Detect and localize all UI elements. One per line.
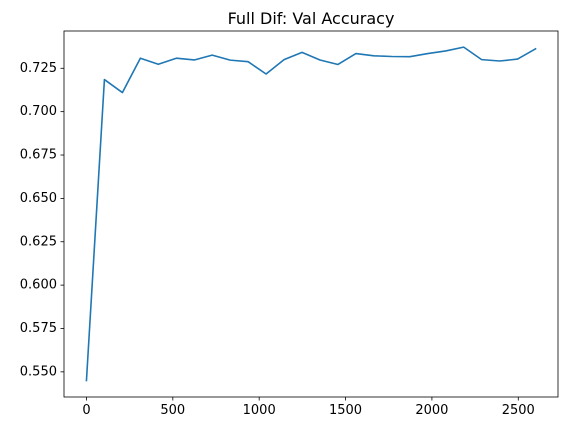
y-tick-label: 0.700 xyxy=(20,104,57,119)
x-tick-label: 1000 xyxy=(243,403,276,418)
x-tick-label: 500 xyxy=(160,403,185,418)
y-axis: 0.550 0.575 0.600 0.625 0.650 0.675 0.700 0.725 xyxy=(20,61,64,379)
y-tick-label: 0.550 xyxy=(20,364,57,379)
chart-title: Full Dif: Val Accuracy xyxy=(228,9,395,28)
y-tick-label: 0.675 xyxy=(20,148,57,163)
x-axis: 0 500 1000 1500 2000 2500 xyxy=(82,397,535,418)
plot-frame xyxy=(63,30,559,398)
y-tick-label: 0.650 xyxy=(20,191,57,206)
y-tick-label: 0.600 xyxy=(20,278,57,293)
series-line xyxy=(85,46,537,382)
x-tick-label: 2500 xyxy=(502,403,535,418)
x-tick-label: 2000 xyxy=(415,403,448,418)
y-tick-label: 0.725 xyxy=(20,61,57,76)
y-tick-label: 0.625 xyxy=(20,234,57,249)
x-tick-label: 1500 xyxy=(329,403,362,418)
x-tick-label: 0 xyxy=(82,403,90,418)
y-tick-label: 0.575 xyxy=(20,321,57,336)
